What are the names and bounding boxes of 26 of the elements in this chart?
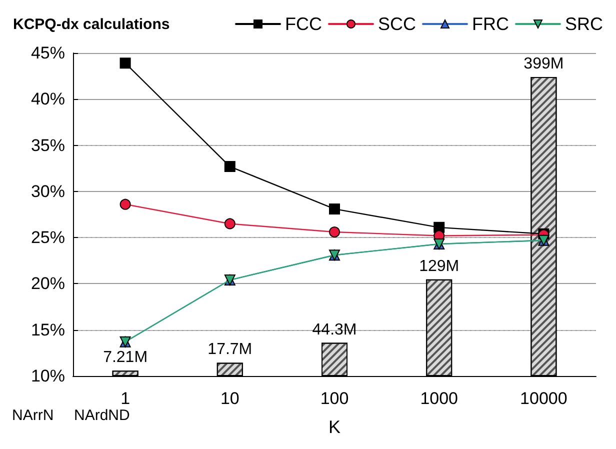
x-tick-label: 100 bbox=[320, 389, 349, 408]
y-tick-label: 20% bbox=[30, 274, 65, 294]
x-tick-label: 10 bbox=[220, 389, 240, 408]
y-tick-label: 45% bbox=[30, 44, 65, 62]
text: NArdND bbox=[74, 407, 130, 424]
y-tick-label: 35% bbox=[30, 136, 65, 155]
legend-label: SCC bbox=[378, 14, 416, 34]
x-tick-label: 1000 bbox=[420, 389, 458, 408]
text: NArrN bbox=[12, 407, 54, 424]
chart-title: KCPQ-dx calculations bbox=[13, 16, 170, 33]
y-tick-label: 10% bbox=[30, 366, 65, 386]
legend-label: SRC bbox=[564, 14, 604, 34]
y-tick-label: 40% bbox=[30, 90, 65, 109]
x-tick-label: 1 bbox=[120, 389, 130, 408]
y-tick-label: 25% bbox=[30, 228, 65, 248]
data-label: 44.3M bbox=[312, 321, 357, 338]
x-tick-label: 10000 bbox=[520, 389, 568, 408]
y-tick-label: 15% bbox=[30, 320, 65, 340]
data-label: 17.7M bbox=[208, 341, 252, 358]
data-label: 7.21M bbox=[103, 349, 148, 366]
legend-label: FRC bbox=[472, 14, 510, 34]
data-label: 129M bbox=[419, 258, 460, 275]
data-label: 399M bbox=[524, 55, 564, 72]
y-tick-label: 30% bbox=[30, 182, 65, 201]
x-axis-title: K bbox=[328, 417, 341, 437]
legend-label: FCC bbox=[285, 14, 322, 34]
